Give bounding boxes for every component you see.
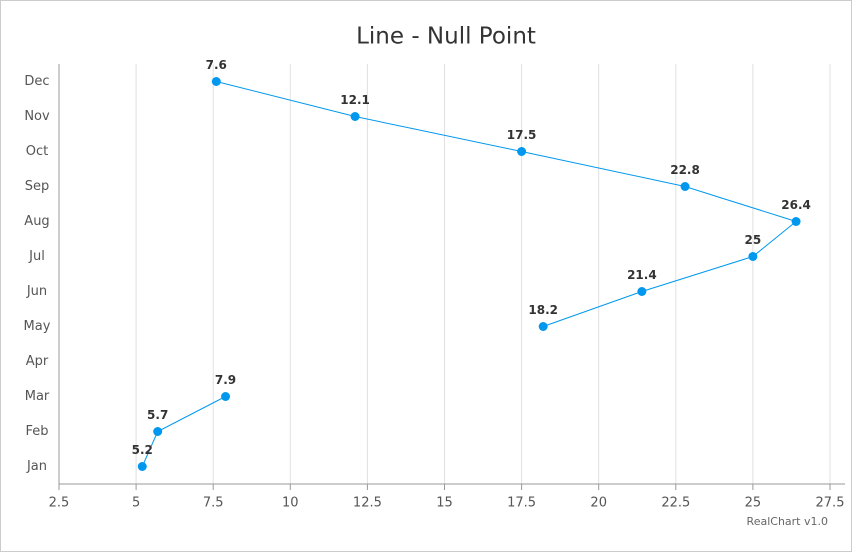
data-label: 22.8: [670, 163, 700, 177]
data-label: 5.7: [147, 408, 168, 422]
x-tick-label: 15: [436, 496, 453, 511]
y-tick-label: Feb: [25, 424, 48, 439]
y-tick-label: Jun: [26, 284, 47, 299]
y-tick-label: Jul: [28, 249, 45, 264]
point: [137, 462, 147, 471]
point: [637, 287, 647, 296]
data-label: 7.9: [215, 373, 236, 387]
x-tick-label: 2.5: [49, 496, 70, 511]
data-label: 21.4: [627, 268, 657, 282]
point: [221, 392, 231, 401]
point: [153, 427, 163, 436]
data-label: 12.1: [340, 93, 370, 107]
x-tick-label: 25: [745, 496, 762, 511]
point: [538, 322, 548, 331]
y-tick-label: May: [24, 319, 51, 334]
data-label: 26.4: [781, 198, 811, 212]
x-tick-label: 10: [282, 496, 299, 511]
y-tick-label: Aug: [24, 214, 49, 229]
chart-title: Line - Null Point: [356, 24, 536, 50]
x-tick-label: 12.5: [353, 496, 382, 511]
data-label: 7.6: [206, 58, 227, 72]
credits: RealChart v1.0: [747, 515, 828, 528]
point: [211, 77, 221, 86]
point: [748, 252, 758, 261]
y-tick-label: Oct: [26, 144, 48, 159]
point: [791, 217, 801, 226]
point: [680, 182, 690, 191]
x-tick-label: 5: [132, 496, 140, 511]
x-tick-label: 27.5: [816, 496, 845, 511]
point: [350, 112, 360, 121]
y-tick-label: Apr: [26, 354, 49, 369]
data-label: 17.5: [507, 128, 537, 142]
x-tick-label: 20: [590, 496, 607, 511]
point: [517, 147, 527, 156]
y-tick-label: Dec: [24, 74, 49, 89]
y-tick-label: Jan: [26, 459, 47, 474]
x-tick-label: 22.5: [661, 496, 690, 511]
data-label: 5.2: [132, 443, 153, 457]
y-tick-label: Mar: [25, 389, 50, 404]
y-tick-label: Nov: [24, 109, 50, 124]
y-tick-label: Sep: [25, 179, 50, 194]
x-tick-label: 7.5: [203, 496, 224, 511]
x-tick-label: 17.5: [507, 496, 536, 511]
data-label: 25: [745, 233, 762, 247]
data-label: 18.2: [528, 303, 558, 317]
